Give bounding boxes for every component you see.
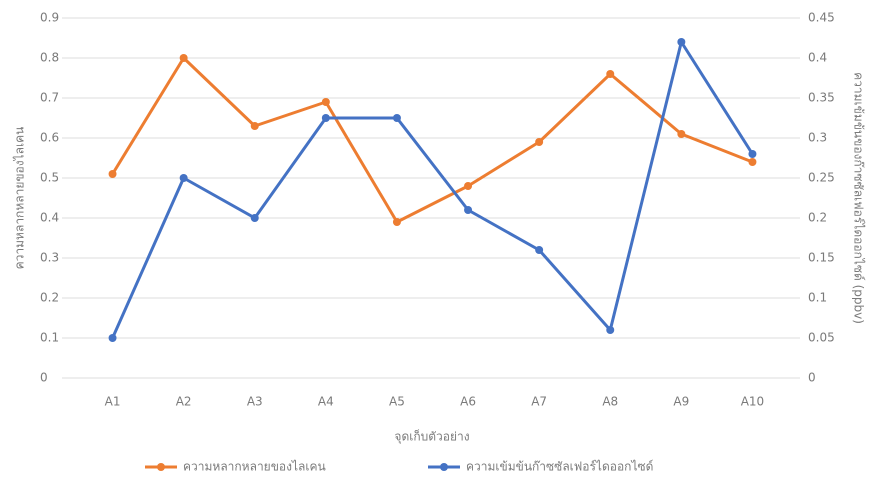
x-axis-title: จุดเก็บตัวอย่าง: [394, 429, 469, 445]
point: [250, 122, 259, 130]
legend-marker: [440, 463, 448, 471]
point: [748, 150, 757, 158]
x-tick-label: A7: [531, 395, 547, 409]
series-line: [111, 56, 753, 224]
x-tick-label: A4: [318, 395, 334, 409]
y2-tick-label: 0: [808, 371, 816, 385]
legend-marker: [157, 463, 165, 471]
point: [464, 206, 473, 214]
y2-tick-label: 0.15: [808, 251, 835, 265]
y-tick-label: 0.4: [40, 211, 59, 225]
y-tick-label: 0: [40, 371, 48, 385]
x-tick-label: A9: [673, 395, 689, 409]
y-tick-label: 0.1: [40, 331, 59, 345]
y2-tick-label: 0.4: [808, 51, 827, 65]
x-tick-label: A8: [602, 395, 618, 409]
x-tick-label: A6: [460, 395, 476, 409]
legend-label: ความเข้มข้นก๊าซซัลเฟอร์ไดออกไซด์: [466, 460, 653, 474]
y2-tick-label: 0.3: [808, 131, 827, 145]
x-tick-label: A1: [105, 395, 121, 409]
x-tick-label: A5: [389, 395, 405, 409]
y2-axis-title: ความเข้มข้นของก๊าซซัลเฟอร์ไดออกไซด์ (ppb…: [852, 72, 866, 324]
series-line: [111, 40, 754, 339]
point: [677, 38, 686, 46]
point: [179, 54, 188, 62]
y2-tick-label: 0.2: [808, 211, 827, 225]
point: [179, 174, 188, 182]
legend-label: ความหลากหลายของไลเคน: [183, 460, 326, 474]
point: [606, 326, 615, 334]
y-tick-label: 0.2: [40, 291, 59, 305]
point: [108, 170, 117, 178]
point: [677, 130, 686, 138]
y-tick-label: 0.7: [40, 91, 59, 105]
y-tick-label: 0.6: [40, 131, 59, 145]
point: [108, 334, 117, 342]
point: [392, 114, 401, 122]
point: [748, 158, 757, 166]
point: [321, 98, 330, 106]
point: [606, 70, 615, 78]
point: [464, 182, 473, 190]
y2-tick-label: 0.45: [808, 11, 835, 25]
y2-tick-label: 0.25: [808, 171, 835, 185]
y-tick-label: 0.9: [40, 11, 59, 25]
point: [321, 114, 330, 122]
y-axis-title: ความหลากหลายของไลเคน: [13, 127, 27, 270]
point: [250, 214, 259, 222]
y2-tick-label: 0.1: [808, 291, 827, 305]
x-tick-label: A2: [176, 395, 192, 409]
y2-tick-label: 0.35: [808, 91, 835, 105]
y-tick-label: 0.5: [40, 171, 59, 185]
x-tick-label: A3: [247, 395, 263, 409]
y-tick-label: 0.3: [40, 251, 59, 265]
y2-tick-label: 0.05: [808, 331, 835, 345]
x-tick-label: A10: [741, 395, 764, 409]
point: [535, 246, 544, 254]
y-tick-label: 0.8: [40, 51, 59, 65]
point: [392, 218, 401, 226]
point: [535, 138, 544, 146]
